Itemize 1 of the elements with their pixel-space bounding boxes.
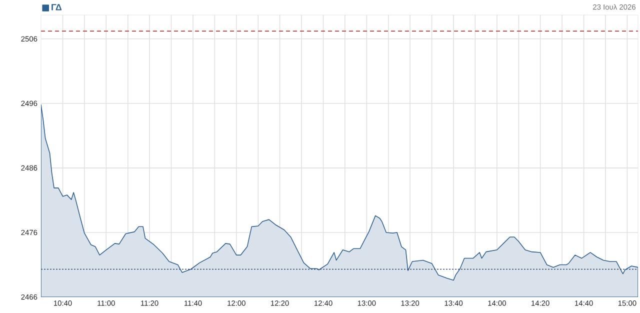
text: ΓΔ [52, 4, 62, 10]
